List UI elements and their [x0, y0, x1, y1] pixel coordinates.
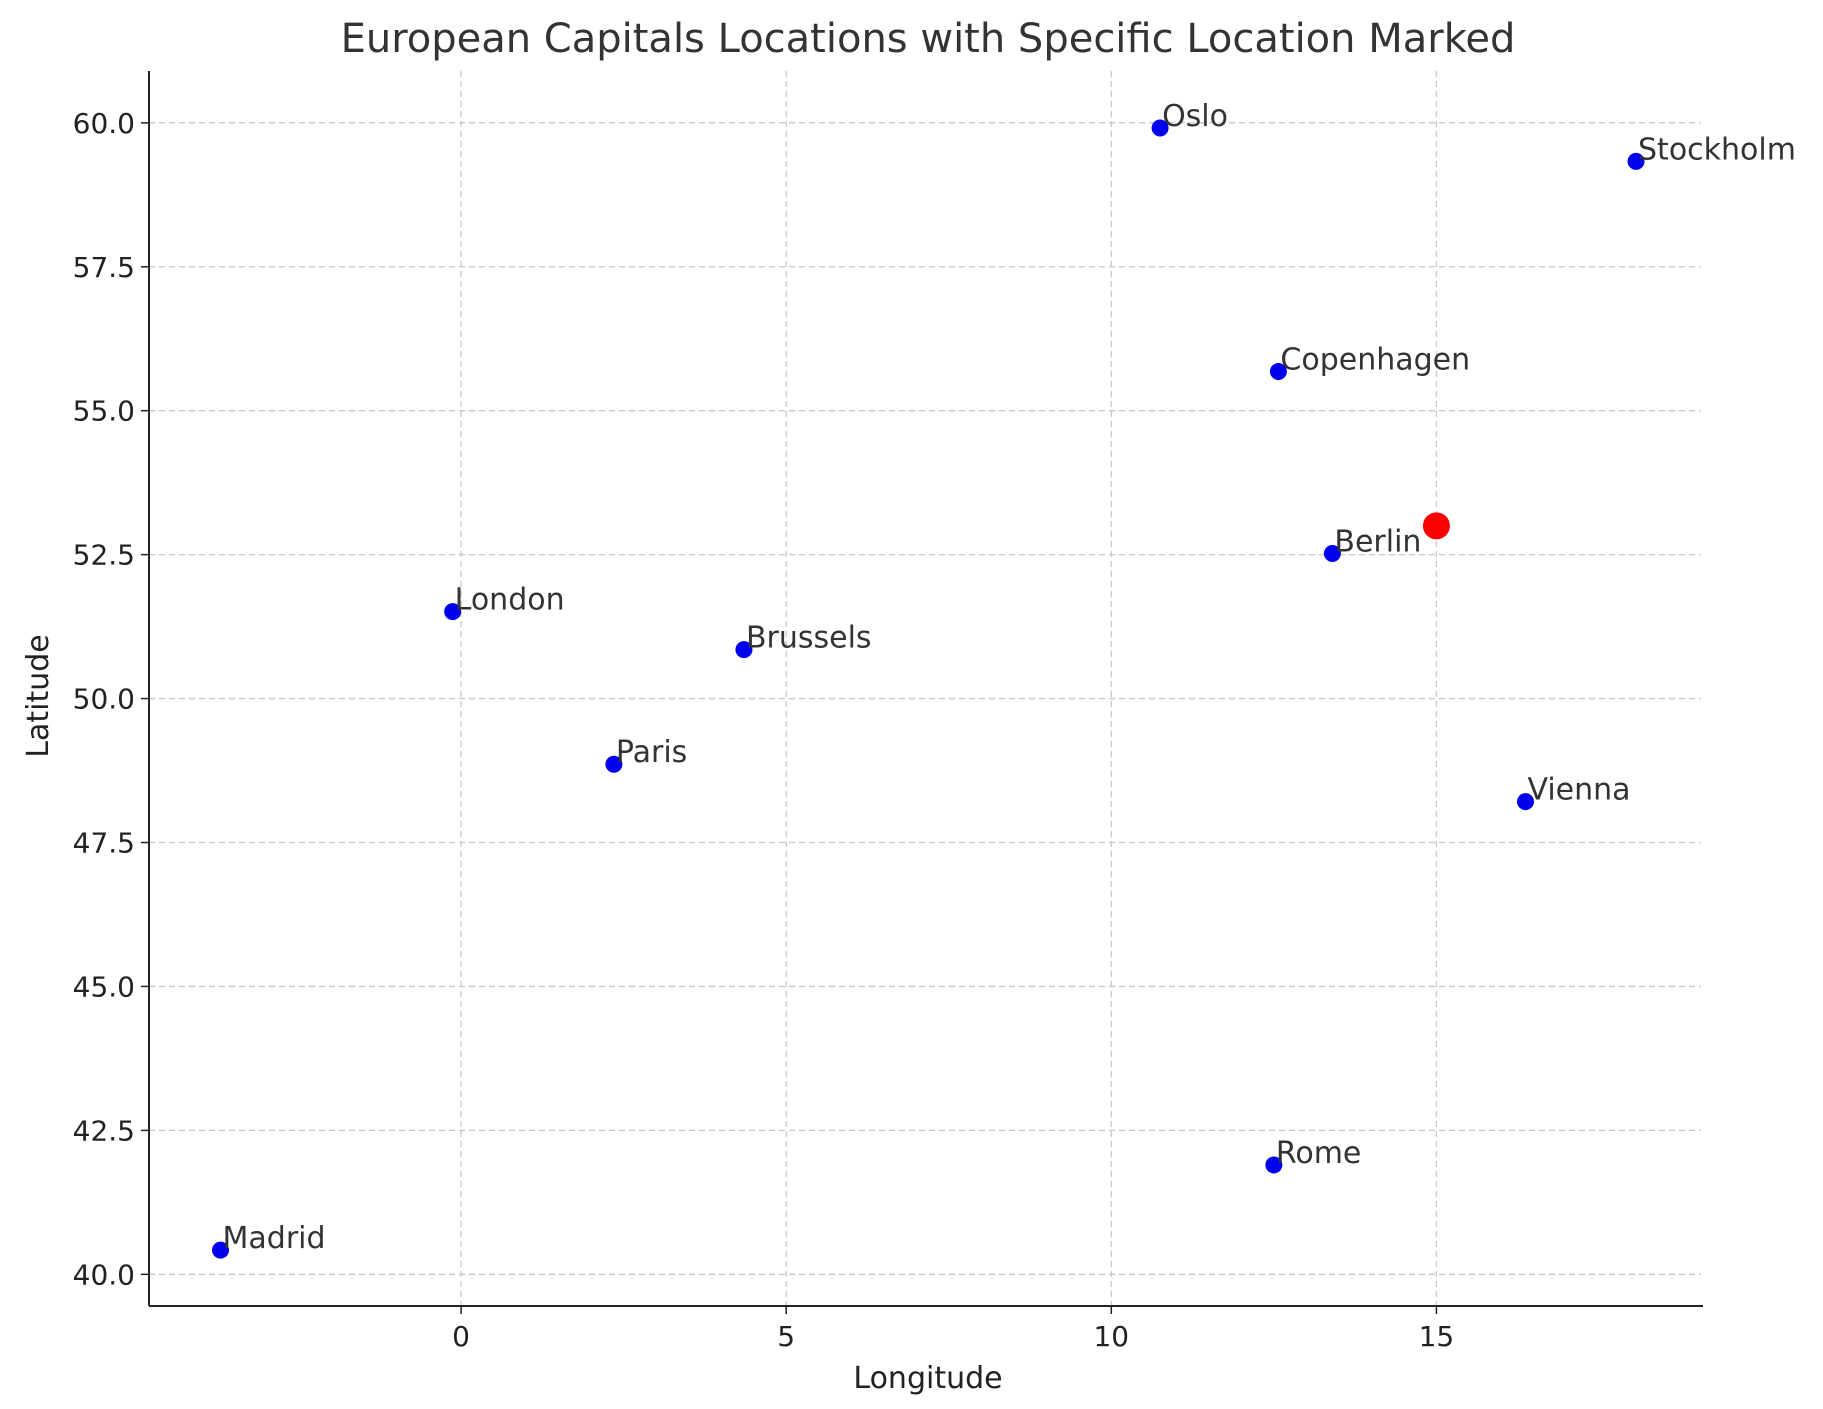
point-label-madrid: Madrid: [223, 1221, 326, 1256]
point-label-london: London: [455, 583, 565, 618]
point-rome: [1265, 1156, 1283, 1174]
point-oslo: [1151, 119, 1169, 137]
y-axis-label: Latitude: [21, 634, 56, 757]
chart-title: European Capitals Locations with Specifi…: [341, 16, 1516, 62]
point-london: [444, 603, 462, 621]
y-tick-label: 45.0: [73, 970, 135, 1003]
point-label-rome: Rome: [1276, 1136, 1362, 1171]
point-label-paris: Paris: [616, 735, 687, 770]
y-tick-label: 60.0: [73, 107, 135, 140]
specific-location-point: [1422, 512, 1450, 540]
x-tick-label: 5: [777, 1320, 795, 1353]
y-tick-label: 55.0: [73, 395, 135, 428]
point-brussels: [735, 641, 753, 659]
point-label-brussels: Brussels: [746, 621, 872, 656]
y-tick-label: 52.5: [73, 539, 135, 572]
y-tick-label: 47.5: [73, 827, 135, 860]
y-tick-label: 57.5: [73, 251, 135, 284]
point-labels: London Paris Berlin Madrid Rome Vienna Brussel…: [223, 99, 1796, 1256]
point-label-berlin: Berlin: [1334, 524, 1421, 559]
grid: [149, 71, 1701, 1306]
x-tick-label: 10: [1093, 1320, 1129, 1353]
x-tick-label: 15: [1419, 1320, 1455, 1353]
axes: [141, 71, 1703, 1314]
point-label-oslo: Oslo: [1162, 99, 1228, 134]
point-label-vienna: Vienna: [1527, 773, 1630, 808]
x-tick-label: 0: [452, 1320, 470, 1353]
y-tick-label: 50.0: [73, 683, 135, 716]
tick-labels: 0 5 10 15 40.0 42.5 45.0 47.5 50.0 52.5 55.0 57.5 60…: [73, 107, 1455, 1353]
point-paris: [605, 755, 623, 773]
point-label-copenhagen: Copenhagen: [1280, 343, 1470, 378]
x-axis-label: Longitude: [853, 1361, 1002, 1396]
data-points: [212, 119, 1645, 1259]
point-stockholm: [1627, 152, 1645, 170]
y-tick-label: 40.0: [73, 1258, 135, 1291]
point-copenhagen: [1269, 363, 1287, 381]
point-vienna: [1516, 793, 1534, 811]
y-tick-label: 42.5: [73, 1114, 135, 1147]
point-label-stockholm: Stockholm: [1638, 132, 1796, 167]
point-madrid: [212, 1241, 230, 1259]
point-berlin: [1323, 544, 1341, 562]
